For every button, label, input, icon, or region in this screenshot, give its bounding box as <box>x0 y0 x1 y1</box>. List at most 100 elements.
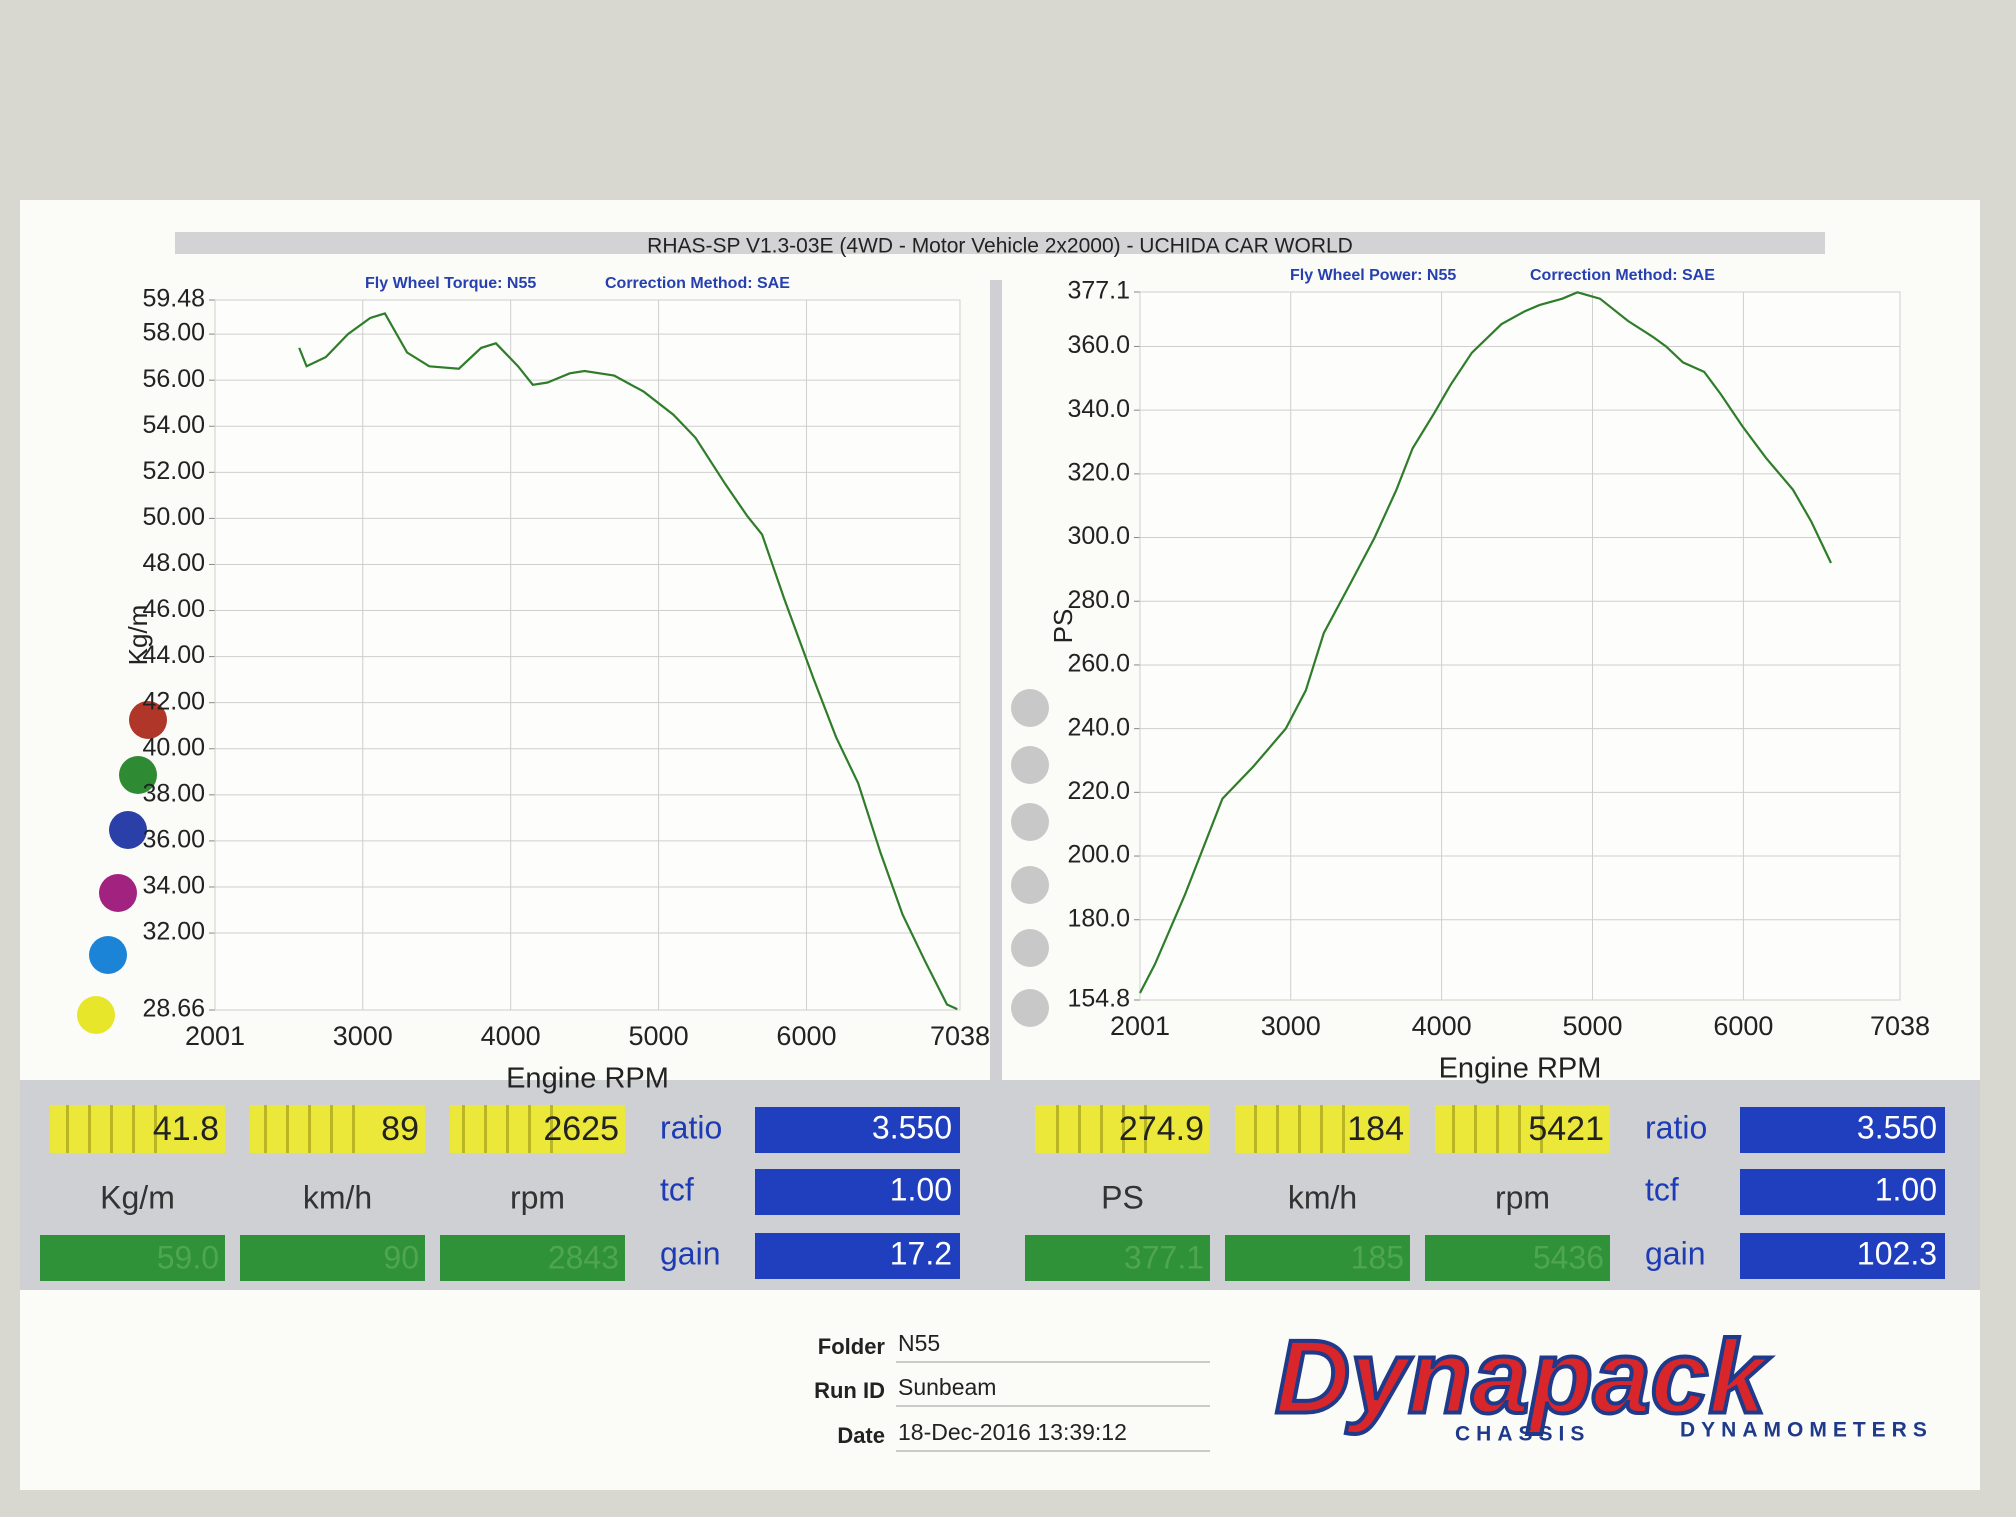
peak-box <box>1425 1235 1610 1281</box>
peak-box <box>240 1235 425 1281</box>
x-tick-label: 7038 <box>930 1021 990 1051</box>
run-marker <box>129 701 167 739</box>
run-marker <box>1011 866 1049 904</box>
folder-label: Folder <box>818 1334 886 1359</box>
x-axis-label: Engine RPM <box>1439 1053 1602 1085</box>
setting-label: gain <box>1645 1235 1706 1271</box>
peak-box <box>440 1235 625 1281</box>
setting-value: 1.00 <box>890 1171 952 1207</box>
y-tick-label: 54.00 <box>142 411 205 439</box>
y-tick-label: 180.0 <box>1067 904 1130 932</box>
readout-stripes <box>1241 1105 1356 1153</box>
y-tick-label: 240.0 <box>1067 713 1130 741</box>
readout-value: 5421 <box>1528 1110 1604 1148</box>
readout-value: 41.8 <box>153 1110 219 1148</box>
peak-box <box>1225 1235 1410 1281</box>
setting-value: 17.2 <box>890 1235 952 1271</box>
x-tick-label: 5000 <box>1562 1011 1622 1041</box>
y-tick-label: 260.0 <box>1067 650 1130 678</box>
run-marker <box>109 811 147 849</box>
y-tick-label: 377.1 <box>1067 277 1130 305</box>
folder: N55 <box>898 1330 940 1356</box>
setting-box <box>1740 1169 1945 1215</box>
setting-box <box>755 1233 960 1279</box>
run-marker <box>99 874 137 912</box>
x-tick-label: 4000 <box>1412 1011 1472 1041</box>
setting-value: 102.3 <box>1857 1235 1937 1271</box>
peak-value: 59.0 <box>157 1239 219 1275</box>
logo-brand: Dynapack <box>1275 1319 1772 1435</box>
readout-unit: km/h <box>1288 1179 1357 1215</box>
run-marker <box>1011 746 1049 784</box>
peak-value: 2843 <box>548 1239 619 1275</box>
run-marker <box>1011 689 1049 727</box>
y-tick-label: 52.00 <box>142 457 205 485</box>
run-marker <box>1011 929 1049 967</box>
y-tick-label: 44.00 <box>142 641 205 669</box>
setting-label: ratio <box>660 1109 722 1145</box>
divider <box>990 280 1002 1080</box>
x-tick-label: 5000 <box>629 1021 689 1051</box>
setting-box <box>1740 1233 1945 1279</box>
readout-unit: rpm <box>1495 1179 1550 1215</box>
y-tick-label: 38.00 <box>142 779 205 807</box>
subtitle: Fly Wheel Power: N55 <box>1290 267 1456 284</box>
readout-stripes <box>256 1105 371 1153</box>
setting-value: 3.550 <box>1857 1109 1937 1145</box>
y-tick-label: 50.00 <box>142 503 205 531</box>
x-tick-label: 4000 <box>481 1021 541 1051</box>
y-tick-label: 200.0 <box>1067 841 1130 869</box>
peak-value: 90 <box>383 1239 419 1275</box>
run-id: Sunbeam <box>898 1374 996 1400</box>
y-tick-label: 154.8 <box>1067 985 1130 1013</box>
run-id-label: Run ID <box>814 1378 885 1403</box>
x-tick-label: 6000 <box>776 1021 836 1051</box>
peak-value: 5436 <box>1533 1239 1604 1275</box>
subtitle: Fly Wheel Torque: N55 <box>365 275 536 292</box>
run-markers <box>77 689 1049 1034</box>
y-tick-label: 360.0 <box>1067 331 1130 359</box>
peak-box <box>1025 1235 1210 1281</box>
footer: Folder N55 Run ID Sunbeam Date 18-Dec-20… <box>814 1330 1210 1452</box>
readout-unit: Kg/m <box>100 1179 175 1215</box>
y-tick-label: 36.00 <box>142 826 205 854</box>
y-axis-label: Kg/m <box>123 605 153 666</box>
peak-value: 185 <box>1351 1239 1404 1275</box>
run-marker <box>1011 989 1049 1027</box>
y-tick-label: 59.48 <box>142 285 205 313</box>
run-marker <box>1011 803 1049 841</box>
setting-box <box>1740 1107 1945 1153</box>
readout-value: 89 <box>381 1110 419 1148</box>
y-tick-label: 56.00 <box>142 365 205 393</box>
readout-unit: km/h <box>303 1179 372 1215</box>
logo-left: CHASSIS <box>1455 1423 1590 1446</box>
y-tick-label: 300.0 <box>1067 522 1130 550</box>
x-tick-label: 3000 <box>1261 1011 1321 1041</box>
y-tick-label: 28.66 <box>142 995 205 1023</box>
y-tick-label: 32.00 <box>142 918 205 946</box>
curve <box>1139 291 1832 994</box>
date-label: Date <box>837 1423 885 1448</box>
x-tick-label: 3000 <box>333 1021 393 1051</box>
readout-stripes <box>456 1105 571 1153</box>
setting-label: tcf <box>660 1171 694 1207</box>
setting-label: ratio <box>1645 1109 1707 1145</box>
y-tick-label: 320.0 <box>1067 458 1130 486</box>
correction-note: Correction Method: SAE <box>1530 267 1715 284</box>
readout-value: 2625 <box>543 1110 619 1148</box>
y-tick-label: 34.00 <box>142 872 205 900</box>
correction-note: Correction Method: SAE <box>605 275 790 292</box>
readout-stripes <box>1441 1105 1556 1153</box>
title-bar <box>175 232 1825 254</box>
y-tick-label: 220.0 <box>1067 777 1130 805</box>
plot-area <box>214 299 961 1011</box>
x-tick-label: 2001 <box>185 1021 245 1051</box>
y-tick-label: 280.0 <box>1067 586 1130 614</box>
setting-label: tcf <box>1645 1171 1679 1207</box>
readout-stripes <box>1041 1105 1156 1153</box>
y-tick-label: 58.00 <box>142 319 205 347</box>
logo: Dynapack CHASSIS DYNAMOMETERS <box>1273 1317 1927 1446</box>
plot-area <box>1139 291 1901 1001</box>
